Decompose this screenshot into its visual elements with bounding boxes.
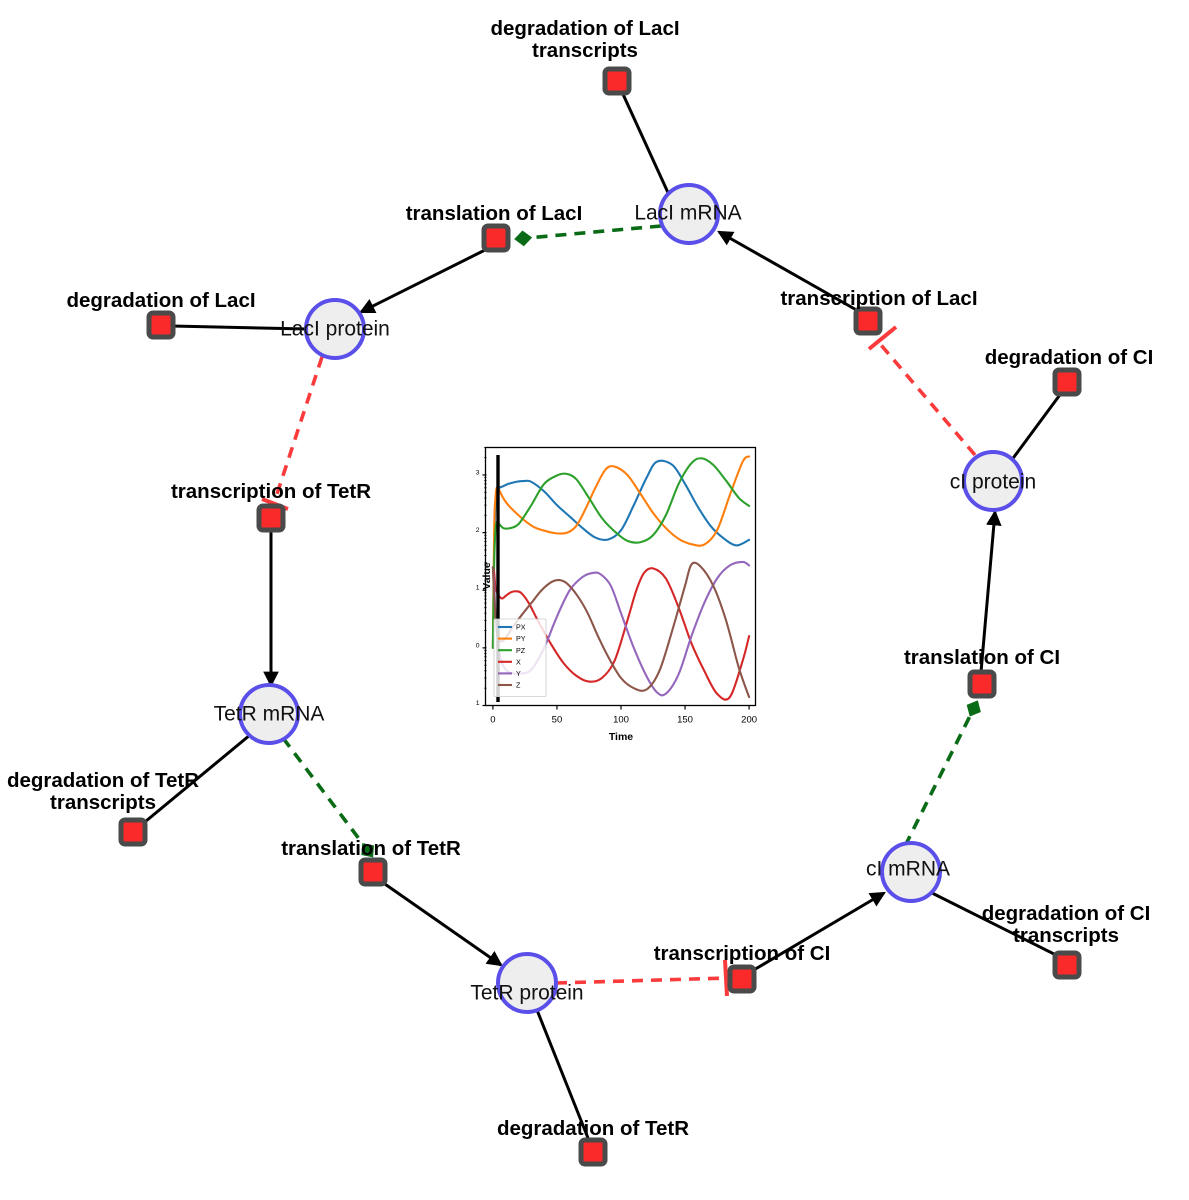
chart-ytick-label: 101 — [476, 585, 480, 597]
species-node-laci-mrna[interactable] — [658, 183, 720, 245]
edge-activation-tetr-mrna-to-translation-tetr — [281, 736, 374, 858]
edge-laci-protein-to-degradation-laci — [171, 324, 308, 331]
edge-translation-tetr-to-tetr-protein — [381, 880, 503, 967]
chart-legend: PX PY PZ XYZ — [493, 618, 547, 697]
edge-ci-mrna-to-degradation-ci-transcripts — [927, 889, 1061, 959]
edge-tetr-mrna-to-degradation-tetr-transcripts — [139, 733, 251, 828]
chart-legend-label-x: X — [516, 657, 521, 666]
chart-legend-label-px: PX — [516, 623, 526, 632]
chart-legend-label-y: Y — [516, 669, 521, 678]
edge-group-activation — [281, 224, 981, 858]
edge-inhibition-tetr-protein-to-transcription-ci — [555, 976, 729, 985]
reaction-node-deg-laci[interactable] — [146, 310, 176, 340]
edge-lacimrna-to-degradation-laci-transcripts — [620, 91, 672, 198]
chart-xlabel: Time — [609, 731, 633, 743]
reaction-node-group[interactable] — [118, 66, 1082, 1167]
edge-group-substrate-product — [139, 91, 1064, 1144]
edge-inhibition-ci-protein-to-transcription-laci — [879, 343, 977, 457]
species-node-laci-protein[interactable] — [304, 298, 366, 360]
chart-ytick-label: 100 — [476, 642, 480, 654]
reaction-node-translation-tetr[interactable] — [358, 857, 388, 887]
chart-ytick-label: 103 — [476, 469, 480, 481]
reaction-node-deg-ci-transcripts[interactable] — [1052, 950, 1082, 980]
reaction-node-deg-tetr-transcripts[interactable] — [118, 817, 148, 847]
edge-activation-laci-mrna-to-translation-laci — [514, 224, 662, 247]
species-node-ci-protein[interactable] — [962, 450, 1024, 512]
tbar-icon-transcription-ci — [723, 959, 729, 997]
reaction-node-translation-laci[interactable] — [481, 223, 511, 253]
chart-legend-label-z: Z — [516, 681, 521, 690]
chart-axes-group: 0 50 100 150 200 10−1 100 101 102 103 — [476, 447, 757, 726]
edge-transcription-laci-to-laci-mrna — [717, 230, 861, 314]
edge-group-inhibition — [273, 343, 977, 985]
edge-transcription-ci-to-ci-mrna — [751, 891, 886, 973]
reaction-node-translation-ci[interactable] — [967, 669, 997, 699]
edge-activation-ci-mrna-to-translation-ci — [903, 700, 981, 847]
species-node-tetr-mrna[interactable] — [238, 683, 300, 745]
reaction-node-transcription-laci[interactable] — [853, 306, 883, 336]
reaction-node-deg-ci[interactable] — [1052, 367, 1082, 397]
chart-series-x — [491, 566, 751, 701]
edge-ci-protein-to-degradation-ci — [1009, 391, 1064, 462]
chart-ytick-label: 10−1 — [476, 700, 480, 712]
chart-xtick-label: 50 — [552, 715, 563, 726]
chart-ytick-label: 102 — [476, 527, 480, 539]
chart-xtick-label: 200 — [741, 715, 757, 726]
edge-tetr-protein-to-degradation-tetr — [535, 1009, 592, 1144]
species-node-tetr-protein[interactable] — [496, 952, 558, 1014]
tbar-icon-transcription-laci — [867, 325, 898, 351]
chart-legend-label-pz: PZ — [516, 646, 526, 655]
chart-ylabel: Value — [481, 562, 493, 590]
edge-translation-laci-to-laci-protein — [359, 246, 490, 314]
reaction-node-deg-tetr[interactable] — [578, 1137, 608, 1167]
chart-legend-label-py: PY — [516, 634, 526, 643]
chart-xtick-label: 150 — [677, 715, 693, 726]
edge-inhibition-laci-protein-to-transcription-tetr — [273, 356, 324, 501]
chart-xtick-label: 100 — [613, 715, 629, 726]
chart-series-pz — [491, 457, 751, 649]
chart-series-py — [491, 455, 751, 649]
reaction-node-deg-laci-transcripts[interactable] — [602, 66, 632, 96]
edge-translation-ci-to-ci-protein — [979, 509, 1002, 673]
species-node-group[interactable] — [238, 183, 1024, 1014]
reaction-node-transcription-tetr[interactable] — [256, 503, 286, 533]
species-node-ci-mrna[interactable] — [880, 841, 942, 903]
reaction-node-transcription-ci[interactable] — [727, 964, 757, 994]
chart-xtick-label: 0 — [490, 715, 495, 726]
